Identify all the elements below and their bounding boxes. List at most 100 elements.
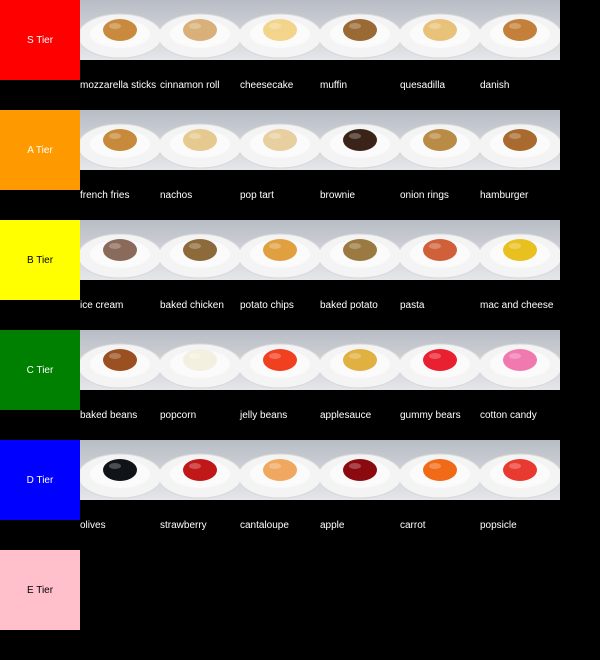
food-caption: danish xyxy=(480,80,510,91)
danish-icon xyxy=(480,0,560,60)
tier-row-b-tier: B Tier ice cream baked chicken potato chips… xyxy=(0,220,600,330)
food-photo xyxy=(480,0,560,60)
food-caption: baked potato xyxy=(320,300,378,311)
food-photo xyxy=(80,220,160,280)
tier-item[interactable]: pop tart xyxy=(240,110,320,220)
tier-item[interactable]: mac and cheese xyxy=(480,220,560,330)
food-caption: french fries xyxy=(80,190,130,201)
tier-item[interactable]: cheesecake xyxy=(240,0,320,110)
food-photo xyxy=(400,110,480,170)
tier-item[interactable]: popsicle xyxy=(480,440,560,550)
food-photo xyxy=(320,0,400,60)
food-caption: cinnamon roll xyxy=(160,80,220,91)
tier-item[interactable]: brownie xyxy=(320,110,400,220)
food-caption: onion rings xyxy=(400,190,449,201)
tier-item[interactable]: olives xyxy=(80,440,160,550)
cheesecake-icon xyxy=(240,0,320,60)
food-photo xyxy=(160,330,240,390)
tier-item[interactable]: baked chicken xyxy=(160,220,240,330)
food-photo xyxy=(80,0,160,60)
food-photo xyxy=(320,440,400,500)
cotton-candy-icon xyxy=(480,330,560,390)
food-caption: potato chips xyxy=(240,300,294,311)
food-photo xyxy=(320,110,400,170)
tier-item[interactable]: strawberry xyxy=(160,440,240,550)
tier-item[interactable]: cotton candy xyxy=(480,330,560,440)
nachos-icon xyxy=(160,110,240,170)
muffin-icon xyxy=(320,0,400,60)
food-photo xyxy=(240,220,320,280)
tier-item[interactable]: applesauce xyxy=(320,330,400,440)
cantaloupe-icon xyxy=(240,440,320,500)
tier-item[interactable]: popcorn xyxy=(160,330,240,440)
food-caption: cantaloupe xyxy=(240,520,289,531)
tier-item[interactable]: mozzarella sticks xyxy=(80,0,160,110)
food-photo xyxy=(80,330,160,390)
tier-item[interactable]: nachos xyxy=(160,110,240,220)
tier-label: E Tier xyxy=(0,550,80,630)
tier-row-e-tier: E Tier xyxy=(0,550,600,660)
food-caption: pasta xyxy=(400,300,425,311)
tier-item[interactable]: quesadilla xyxy=(400,0,480,110)
tier-item[interactable]: hamburger xyxy=(480,110,560,220)
quesadilla-icon xyxy=(400,0,480,60)
food-photo xyxy=(320,330,400,390)
food-photo xyxy=(160,0,240,60)
tier-label: A Tier xyxy=(0,110,80,190)
olives-icon xyxy=(80,440,160,500)
tier-item[interactable]: ice cream xyxy=(80,220,160,330)
apple-icon xyxy=(320,440,400,500)
food-photo xyxy=(320,220,400,280)
tier-item[interactable]: pasta xyxy=(400,220,480,330)
food-caption: brownie xyxy=(320,190,356,201)
food-caption: gummy bears xyxy=(400,410,461,421)
tier-row-d-tier: D Tier olives strawberry cantaloupe apple car… xyxy=(0,440,600,550)
tier-item[interactable]: baked potato xyxy=(320,220,400,330)
food-caption: olives xyxy=(80,520,106,531)
tier-item[interactable]: danish xyxy=(480,0,560,110)
tier-row-a-tier: A Tier french fries nachos pop tart brownie o… xyxy=(0,110,600,220)
food-caption: muffin xyxy=(320,80,348,91)
food-photo xyxy=(160,110,240,170)
food-photo xyxy=(240,110,320,170)
tier-label: D Tier xyxy=(0,440,80,520)
jelly-beans-icon xyxy=(240,330,320,390)
popsicle-icon xyxy=(480,440,560,500)
tier-item[interactable]: jelly beans xyxy=(240,330,320,440)
tier-item[interactable]: french fries xyxy=(80,110,160,220)
tier-item[interactable]: muffin xyxy=(320,0,400,110)
tier-item[interactable]: potato chips xyxy=(240,220,320,330)
food-photo xyxy=(400,330,480,390)
food-caption: carrot xyxy=(400,520,426,531)
food-caption: nachos xyxy=(160,190,193,201)
food-photo xyxy=(240,440,320,500)
food-caption: cotton candy xyxy=(480,410,537,421)
tier-item[interactable]: cinnamon roll xyxy=(160,0,240,110)
tier-item[interactable]: carrot xyxy=(400,440,480,550)
brownie-icon xyxy=(320,110,400,170)
tier-item[interactable]: apple xyxy=(320,440,400,550)
food-photo xyxy=(80,110,160,170)
food-caption: ice cream xyxy=(80,300,124,311)
mac-and-cheese-icon xyxy=(480,220,560,280)
cinnamon-roll-icon xyxy=(160,0,240,60)
food-photo xyxy=(480,220,560,280)
tier-item[interactable]: baked beans xyxy=(80,330,160,440)
food-caption: hamburger xyxy=(480,190,529,201)
food-caption: jelly beans xyxy=(240,410,288,421)
strawberry-icon xyxy=(160,440,240,500)
food-caption: pop tart xyxy=(240,190,274,201)
tier-label: C Tier xyxy=(0,330,80,410)
food-caption: popsicle xyxy=(480,520,517,531)
tier-item[interactable]: cantaloupe xyxy=(240,440,320,550)
hamburger-icon xyxy=(480,110,560,170)
tier-item[interactable]: onion rings xyxy=(400,110,480,220)
food-photo xyxy=(80,440,160,500)
tier-label: B Tier xyxy=(0,220,80,300)
baked-chicken-icon xyxy=(160,220,240,280)
applesauce-icon xyxy=(320,330,400,390)
food-photo xyxy=(240,0,320,60)
popcorn-icon xyxy=(160,330,240,390)
tier-item[interactable]: gummy bears xyxy=(400,330,480,440)
